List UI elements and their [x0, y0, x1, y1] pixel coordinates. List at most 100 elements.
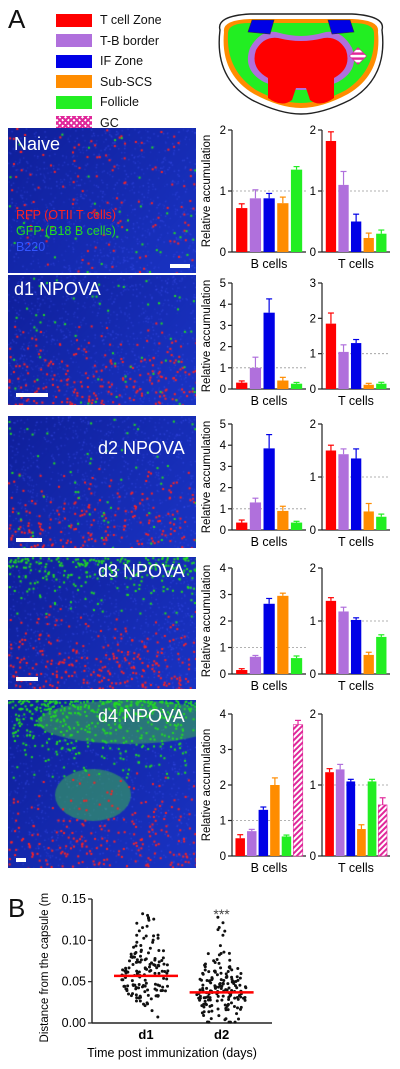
scatter-point — [222, 950, 226, 954]
scatter-point — [153, 971, 157, 975]
y-tick-label: 2 — [220, 780, 226, 792]
scatter-point — [137, 986, 141, 990]
scatter-point — [161, 988, 165, 992]
scatter-point — [134, 999, 138, 1003]
micrograph-naive: Naive RFP (OTII T cells) GFP (B18 B cell… — [8, 128, 196, 273]
scatter-point — [165, 963, 169, 967]
scatter-point — [201, 972, 205, 976]
bar-t-b-border — [338, 351, 349, 389]
scatter-point — [123, 984, 127, 988]
scatter-point — [221, 921, 225, 925]
scatter-point — [134, 951, 138, 955]
bar-t-b-border — [338, 184, 349, 252]
scatter-point — [162, 976, 166, 980]
scatter-point — [142, 984, 146, 988]
legend-label: T-B border — [100, 33, 160, 48]
scatter-point — [162, 962, 166, 966]
scatter-point — [208, 979, 212, 983]
y-tick-label: 0 — [220, 851, 226, 863]
scatter-point — [216, 915, 220, 919]
scatter-point — [147, 965, 151, 969]
y-tick-label: 3 — [220, 745, 226, 757]
y-tick-label: 2 — [220, 616, 226, 628]
y-tick-label: 1 — [220, 816, 226, 828]
scatter-point — [161, 949, 165, 953]
scatter-point — [203, 963, 207, 967]
bar-if-zone — [350, 619, 362, 674]
bar-chart-naive-t-cells: 0 1 2 T cells — [310, 125, 390, 271]
y-tick-label: 2 — [220, 342, 226, 354]
scatter-point — [203, 968, 207, 972]
scatter-point — [198, 996, 202, 1000]
scatter-point — [222, 979, 226, 983]
scatter-point — [205, 978, 209, 982]
scatter-point — [207, 1020, 211, 1024]
scatter-point — [137, 929, 141, 933]
legend-label: GC — [100, 115, 119, 130]
panel-letter-b: B — [8, 893, 26, 923]
scatter-point — [156, 933, 160, 937]
scatter-point — [165, 977, 169, 981]
scatter-point — [141, 926, 145, 930]
y-tick-label: 0 — [220, 247, 226, 259]
zone-legend: T cell Zone T-B border IF Zone Sub-SCS Folli… — [56, 10, 162, 133]
scatter-point — [218, 982, 222, 986]
micrograph-d1-image — [8, 275, 196, 405]
bar-chart-d2-b-cells: Relative accumulation 0 1 2 3 4 5 B cells — [201, 419, 306, 549]
y-tick-label: 1 — [220, 363, 226, 375]
scatter-point — [204, 1003, 208, 1007]
scatter-point — [127, 992, 131, 996]
bar-if-zone — [263, 198, 275, 252]
bar-sub-scs — [277, 203, 289, 252]
scatter-point — [202, 1013, 206, 1017]
scatter-point — [144, 981, 148, 985]
y-tick-label: 0 — [310, 525, 316, 537]
scatter-point — [160, 969, 164, 973]
bar-t-b-border — [249, 502, 262, 530]
scatter-point — [161, 985, 165, 989]
y-tick-label: 0 — [310, 851, 316, 863]
scatter-point — [233, 1020, 237, 1024]
scatter-point — [141, 912, 145, 916]
micrograph-d3: d3 NPOVA — [8, 557, 196, 689]
scatter-point — [161, 956, 165, 960]
legend-item-t-b-border: T-B border — [56, 31, 162, 52]
scatter-point — [128, 959, 132, 963]
y-axis-label: Relative accumulation — [201, 565, 213, 678]
scatter-plot-distance: Distance from the capsule (mm) 0.00 0.05 0.… — [39, 893, 272, 1060]
scatter-point — [243, 998, 247, 1002]
scatter-point — [135, 969, 139, 973]
scatter-point — [209, 1017, 213, 1021]
y-axis-label: Relative accumulation — [201, 280, 213, 393]
lymph-node-schematic — [218, 13, 384, 115]
micrograph-naive-label: Naive — [14, 134, 61, 154]
y-axis-label: Distance from the capsule (mm) — [39, 893, 51, 1042]
scatter-point — [198, 977, 202, 981]
scatter-point — [206, 952, 210, 956]
bar-follicle — [290, 383, 303, 389]
bar-follicle — [281, 836, 292, 856]
scatter-point — [227, 951, 231, 955]
scatter-point — [215, 957, 219, 961]
scatter-point — [131, 983, 135, 987]
scale-bar — [16, 858, 26, 862]
scatter-point — [217, 961, 221, 965]
scatter-point — [129, 952, 133, 956]
bar-t-b-border — [249, 198, 262, 252]
scatter-point — [157, 960, 161, 964]
scatter-point — [238, 976, 242, 980]
scatter-point — [228, 965, 232, 969]
scatter-point — [206, 995, 210, 999]
y-tick-label: 3 — [310, 278, 316, 290]
scatter-point — [241, 996, 245, 1000]
bar-sub-scs — [363, 237, 374, 252]
scatter-point — [216, 928, 220, 932]
scatter-point — [215, 973, 219, 977]
legend-item-follicle: Follicle — [56, 92, 162, 113]
scatter-point — [223, 929, 227, 933]
bar-follicle — [376, 233, 387, 252]
bar-t-cell-zone — [236, 670, 248, 674]
bar-chart-d2-t-cells: 0 1 2 T cells — [310, 419, 390, 549]
x-axis-label: B cells — [251, 394, 288, 408]
bar-chart-d4-b-cells: Relative accumulation 0 1 2 3 4 B cells — [201, 709, 306, 875]
